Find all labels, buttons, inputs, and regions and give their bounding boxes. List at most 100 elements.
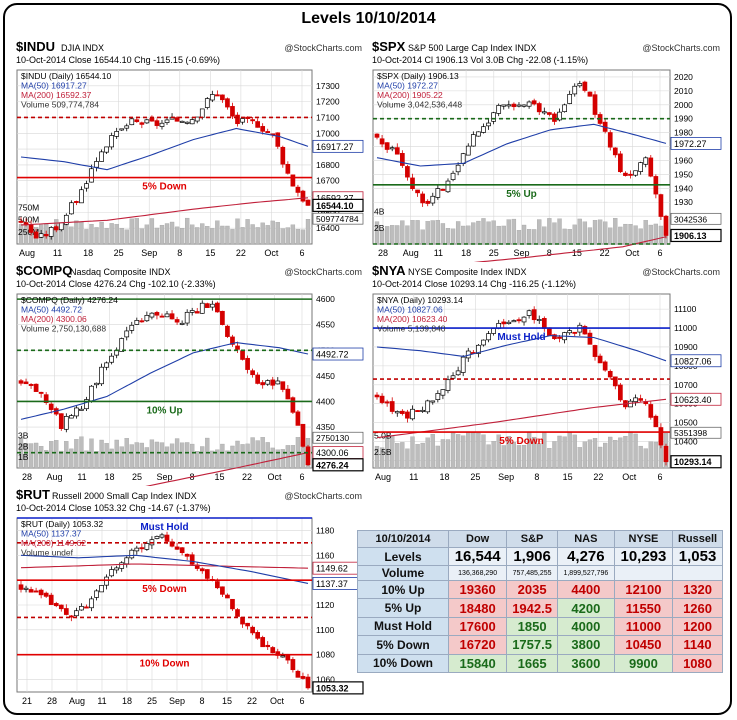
table-cell: 1320 bbox=[672, 579, 723, 600]
price-tag-label: 4300.06 bbox=[316, 448, 349, 458]
ma200-line bbox=[20, 197, 309, 226]
x-tick-label: 15 bbox=[563, 472, 573, 482]
x-tick-label: 18 bbox=[461, 248, 471, 258]
candle-body bbox=[43, 233, 49, 237]
x-tick-label: 28 bbox=[47, 696, 57, 706]
candle-body bbox=[420, 193, 425, 204]
volume-bar bbox=[648, 441, 653, 469]
x-tick-label: 22 bbox=[247, 696, 257, 706]
level-label: 5% Down bbox=[142, 584, 186, 595]
candle-body bbox=[174, 319, 180, 323]
volume-bar bbox=[230, 229, 235, 245]
x-tick-label: 15 bbox=[214, 472, 224, 482]
volume-bar bbox=[405, 225, 410, 245]
volume-bar bbox=[577, 447, 582, 469]
candle-body bbox=[587, 332, 593, 345]
candle-body bbox=[89, 168, 94, 183]
volume-nyse bbox=[613, 565, 674, 581]
x-tick-label: 11 bbox=[409, 472, 418, 482]
candle-body bbox=[582, 81, 588, 91]
legend-entry: MA(50) 16917.27 bbox=[21, 81, 87, 91]
volume-bar bbox=[618, 226, 623, 245]
volume-bar bbox=[38, 446, 44, 469]
candle-body bbox=[450, 375, 456, 379]
candle-body bbox=[139, 547, 145, 550]
candle-body bbox=[199, 568, 205, 572]
candle-body bbox=[305, 676, 311, 689]
ma50-line bbox=[20, 342, 309, 420]
candle-body bbox=[84, 606, 89, 609]
volume-bar bbox=[169, 443, 175, 469]
volume-bar bbox=[486, 444, 491, 469]
volume-bar bbox=[420, 442, 425, 469]
volume-bar bbox=[623, 436, 628, 469]
volume-bar bbox=[89, 223, 94, 245]
x-tick-label: 25 bbox=[489, 248, 499, 258]
candle-body bbox=[511, 320, 517, 323]
candle-body bbox=[597, 355, 603, 364]
candle-body bbox=[184, 121, 190, 124]
volume-bar bbox=[521, 224, 527, 245]
x-tick-label: Sep bbox=[498, 472, 514, 482]
candle-body bbox=[295, 186, 301, 193]
chart-info: 10-Oct-2014 Close 1053.32 Chg -14.67 (-1… bbox=[16, 503, 211, 513]
candle-body bbox=[280, 146, 286, 165]
chart-nya: $NYA NYSE Composite Index INDX @StockChart… bbox=[372, 264, 722, 482]
candle-body bbox=[220, 586, 225, 595]
candle-body bbox=[557, 111, 562, 121]
price-tag-label: 1137.37 bbox=[316, 579, 348, 589]
candle-body bbox=[295, 670, 301, 678]
candle-body bbox=[174, 546, 180, 550]
candle-body bbox=[405, 166, 410, 178]
chart-symbol: $COMPQ bbox=[16, 264, 72, 278]
volume-bar bbox=[139, 228, 144, 245]
candle-body bbox=[663, 215, 669, 236]
volume-tag-label: 509774784 bbox=[316, 214, 359, 224]
candle-body bbox=[104, 576, 109, 586]
volume-bar bbox=[466, 431, 471, 469]
candle-body bbox=[169, 313, 175, 320]
volume-bar bbox=[547, 218, 552, 245]
candle-body bbox=[159, 122, 165, 127]
price-tag bbox=[670, 455, 722, 469]
candle-body bbox=[144, 119, 150, 124]
volume-bar bbox=[109, 448, 114, 469]
column-header-sp: S&P bbox=[506, 530, 558, 548]
volume-bar bbox=[582, 441, 588, 469]
candle-body bbox=[460, 153, 466, 165]
volume-bar bbox=[169, 221, 175, 245]
volume-bar bbox=[109, 223, 114, 245]
price-tag-label: 1972.27 bbox=[674, 139, 707, 149]
candle-body bbox=[53, 603, 59, 607]
volume-bar bbox=[74, 220, 79, 245]
volume-bar bbox=[400, 220, 405, 245]
candle-body bbox=[189, 119, 195, 125]
candle-body bbox=[300, 423, 306, 447]
candle-body bbox=[653, 415, 659, 428]
volume-bar bbox=[44, 450, 49, 469]
volume-bar bbox=[415, 220, 420, 245]
x-tick-label: Sep bbox=[513, 248, 529, 258]
candle-body bbox=[48, 403, 54, 410]
x-tick-label: 22 bbox=[593, 472, 603, 482]
candle-body bbox=[541, 111, 547, 114]
candle-body bbox=[235, 345, 240, 350]
volume-bar bbox=[64, 441, 69, 469]
candle-body bbox=[250, 119, 255, 122]
candle-body bbox=[124, 330, 130, 338]
candle-body bbox=[28, 384, 34, 386]
volume-bar bbox=[506, 219, 511, 245]
volume-bar bbox=[220, 225, 225, 245]
candle-body bbox=[648, 404, 654, 418]
y-tick-label: 1160 bbox=[316, 550, 335, 560]
volume-bar bbox=[215, 220, 220, 245]
chart-symbol: $NYA bbox=[372, 264, 406, 278]
chart-source: @StockCharts.com bbox=[642, 267, 720, 277]
volume-bar bbox=[410, 436, 415, 469]
y-tick-label: 11100 bbox=[674, 304, 697, 314]
candle-body bbox=[23, 381, 29, 385]
volume-bar bbox=[587, 227, 593, 245]
volume-bar bbox=[104, 228, 109, 245]
volume-bar bbox=[582, 221, 588, 245]
candle-body bbox=[305, 446, 311, 466]
